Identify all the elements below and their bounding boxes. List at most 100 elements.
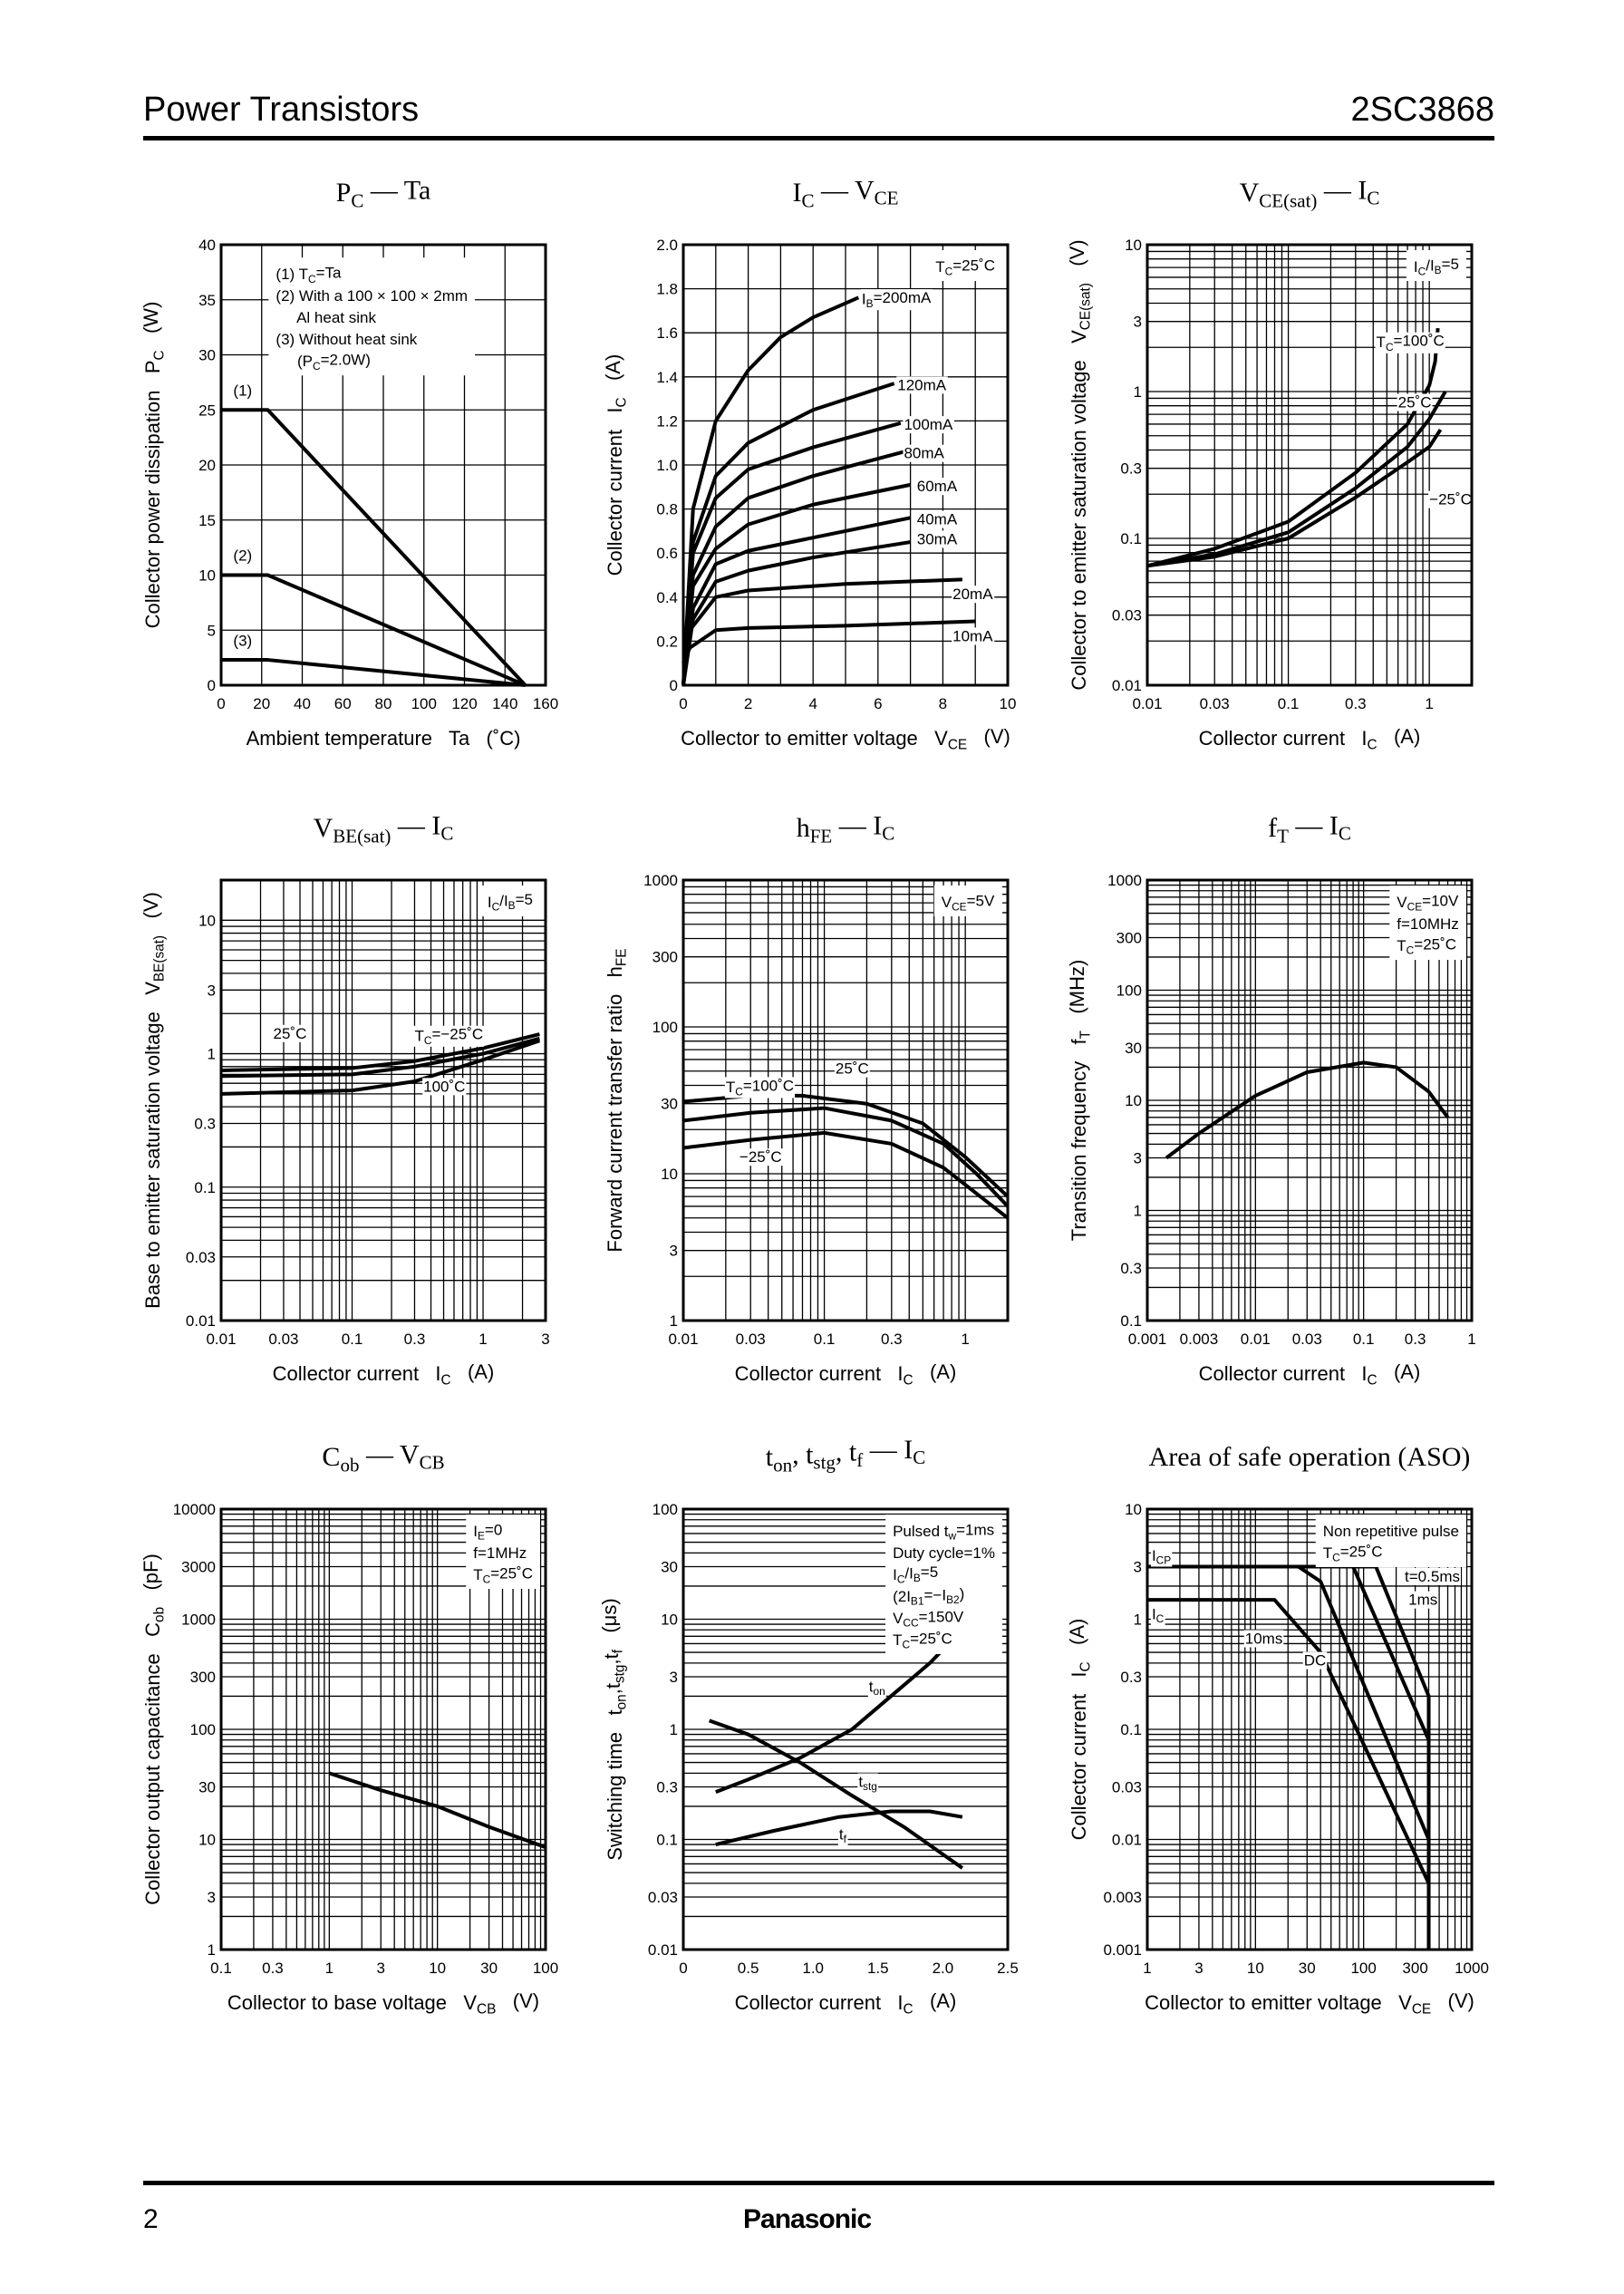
curve-label: 60mA — [917, 478, 958, 495]
series-line — [328, 1771, 546, 1849]
curve-label: IC​ — [1152, 1606, 1165, 1626]
y-tick-label: 0 — [670, 677, 678, 694]
curve-label: 10ms — [1245, 1630, 1283, 1647]
y-tick-label: 10 — [198, 912, 216, 929]
y-tick-label: 10 — [1125, 237, 1142, 254]
y-tick-label: 0 — [208, 677, 216, 694]
label-bg — [952, 586, 995, 604]
y-axis-label: Transition frequency fT​ (MHz) — [1066, 960, 1094, 1242]
y-tick-label: 1000 — [643, 872, 678, 889]
y-tick-label: 1000 — [1107, 872, 1142, 889]
label-bg — [1375, 332, 1445, 353]
label-bg — [272, 1024, 308, 1042]
x-tick-label: 1.5 — [867, 1960, 889, 1977]
plot-frame — [1146, 243, 1474, 687]
note-line: Al heat sink — [276, 309, 376, 326]
y-tick-label: 0.01 — [186, 1312, 216, 1330]
y-tick-label: 3 — [670, 1669, 678, 1686]
curve-label: 25˚C — [274, 1025, 307, 1042]
y-tick-label: 0.3 — [194, 1116, 216, 1133]
y-tick-label: 0.01 — [1112, 677, 1142, 694]
series-line — [682, 619, 976, 664]
y-axis-label: Forward current transfer ratio hFE​ — [604, 948, 630, 1252]
y-tick-label: 0.001 — [1103, 1941, 1142, 1959]
series-line — [221, 658, 526, 687]
x-axis-label: Collector current IC​ (A) — [735, 1989, 957, 2018]
x-tick-label: 0.1 — [210, 1960, 232, 1977]
note-box — [479, 886, 540, 916]
x-tick-label: 20 — [253, 695, 270, 712]
note-line: (2IB1​=−IB2​) — [893, 1585, 964, 1608]
label-bg — [1150, 1546, 1173, 1567]
document-section-title: Power Transistors — [143, 91, 420, 129]
y-tick-label: 0.3 — [1120, 460, 1142, 478]
series-line — [1146, 428, 1443, 568]
label-bg — [232, 547, 254, 565]
note-line: f=1MHz — [473, 1544, 527, 1562]
x-tick-label: 140 — [492, 695, 517, 712]
series-line — [1146, 327, 1440, 568]
x-tick-label: 160 — [533, 695, 558, 712]
y-tick-label: 3 — [670, 1243, 678, 1260]
label-bg — [1150, 1605, 1165, 1626]
y-tick-label: 15 — [198, 512, 216, 529]
x-tick-label: 3 — [541, 1331, 549, 1348]
y-tick-label: 3 — [1134, 314, 1142, 331]
plot-frame — [1146, 878, 1474, 1322]
note-line: TC​=25˚C — [1323, 1543, 1383, 1563]
y-tick-label: 1.2 — [656, 412, 678, 430]
curve-label: TC​=100˚C — [726, 1077, 794, 1098]
note-box — [885, 1515, 1002, 1654]
series-line — [715, 1809, 963, 1847]
y-tick-label: 0.003 — [1103, 1889, 1142, 1906]
y-tick-label: 1.8 — [656, 281, 678, 298]
y-tick-label: 100 — [652, 1019, 678, 1036]
note-box — [928, 250, 1002, 281]
x-tick-label: 1 — [1425, 695, 1433, 712]
x-tick-label: 0.3 — [1345, 695, 1367, 712]
note-box — [466, 1515, 540, 1589]
y-tick-label: 40 — [198, 237, 216, 254]
note-line: (PC​=2.0W) — [276, 352, 371, 373]
label-bg — [738, 1148, 783, 1166]
note-line: (3) Without heat sink — [276, 331, 417, 348]
y-tick-label: 5 — [208, 622, 216, 639]
x-tick-label: 10 — [429, 1960, 446, 1977]
label-bg — [1404, 1567, 1461, 1585]
y-tick-label: 0.01 — [1112, 1832, 1142, 1849]
curve-label: tf​ — [839, 1826, 847, 1846]
x-tick-label: 1 — [325, 1960, 334, 1977]
x-tick-label: 0.01 — [206, 1331, 236, 1348]
x-axis-label: Collector current IC​ (A) — [273, 1360, 495, 1389]
curve-label: (1) — [233, 382, 252, 399]
y-tick-label: 0.8 — [656, 501, 678, 518]
x-tick-label: 1 — [961, 1331, 969, 1348]
x-tick-label: 0.3 — [404, 1331, 426, 1348]
label-bg — [857, 1773, 878, 1794]
label-bg — [860, 289, 933, 311]
plot-frame — [219, 1507, 547, 1951]
curve-label: TC​=100˚C — [1377, 333, 1445, 353]
y-tick-label: 100 — [190, 1721, 216, 1738]
chart-5: hFE​ — IC​ VCE​=5V TC​=100˚C 25˚C −25˚C 0.01 0… — [604, 810, 1010, 1389]
curve-label: −25˚C — [740, 1148, 782, 1166]
x-tick-label: 0.1 — [1353, 1331, 1375, 1348]
y-axis-label: Collector power dissipation PC​ (W) — [140, 302, 168, 629]
curve-label: 10mA — [952, 627, 993, 644]
x-tick-label: 0 — [679, 695, 687, 712]
x-tick-label: 6 — [874, 695, 882, 712]
label-bg — [724, 1077, 796, 1099]
note-line: VCC​=150V — [893, 1608, 964, 1629]
x-tick-label: 0.03 — [1200, 695, 1230, 712]
note-line: IC​/IB​=5 — [488, 891, 533, 914]
y-tick-label: 1 — [208, 1941, 216, 1959]
label-bg — [1397, 393, 1433, 411]
label-bg — [1428, 490, 1473, 508]
y-tick-label: 0.01 — [648, 1941, 678, 1959]
footer-rule — [143, 2181, 1494, 2185]
y-tick-label: 3 — [208, 1889, 216, 1906]
x-axis-label: Collector current IC​ (A) — [1199, 725, 1421, 753]
x-tick-label: 1000 — [1455, 1960, 1489, 1977]
note-box — [1315, 1515, 1466, 1567]
note-line: TC​=25˚C — [893, 1630, 952, 1650]
